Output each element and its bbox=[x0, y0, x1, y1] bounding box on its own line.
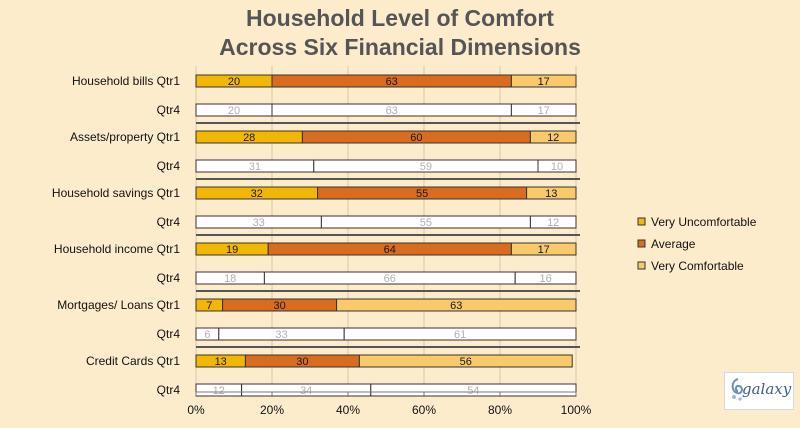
data-label: 34 bbox=[300, 385, 312, 397]
data-label: 17 bbox=[538, 76, 550, 88]
logo-swirl-icon bbox=[731, 378, 743, 401]
legend-swatch bbox=[637, 217, 646, 226]
chart-title-line-2: Across Six Financial Dimensions bbox=[219, 34, 581, 60]
row-label: Qtr4 bbox=[157, 383, 181, 397]
category-label: Household income Qtr1 bbox=[54, 242, 180, 256]
data-label: 55 bbox=[416, 188, 428, 200]
data-label: 13 bbox=[545, 188, 557, 200]
data-label: 30 bbox=[273, 300, 285, 312]
data-label: 12 bbox=[547, 217, 559, 229]
data-label: 10 bbox=[551, 161, 563, 173]
data-label: 60 bbox=[410, 132, 422, 144]
x-tick-label: 20% bbox=[260, 403, 284, 417]
data-label: 59 bbox=[420, 161, 432, 173]
bar-segment-qtr1 bbox=[510, 74, 577, 88]
category-label: Credit Cards Qtr1 bbox=[86, 354, 180, 368]
data-label: 13 bbox=[215, 356, 227, 368]
data-label: 16 bbox=[539, 273, 551, 285]
category-label: Assets/property Qtr1 bbox=[70, 130, 180, 144]
x-tick-label: 0% bbox=[187, 403, 205, 417]
x-tick-label: 60% bbox=[412, 403, 436, 417]
row-label: Qtr4 bbox=[157, 103, 181, 117]
bar-segment-qtr1 bbox=[526, 186, 577, 200]
data-label: 63 bbox=[386, 76, 398, 88]
data-label: 31 bbox=[249, 161, 261, 173]
legend-label: Average bbox=[651, 237, 696, 251]
logo-text: galaxy bbox=[742, 380, 792, 398]
data-label: 18 bbox=[224, 273, 236, 285]
data-label: 61 bbox=[454, 329, 466, 341]
data-label: 56 bbox=[460, 356, 472, 368]
legend-swatch bbox=[637, 239, 646, 248]
x-tick-label: 100% bbox=[561, 403, 592, 417]
bar-segment-qtr4 bbox=[537, 159, 577, 173]
data-label: 64 bbox=[384, 244, 396, 256]
bar-segment-qtr4 bbox=[370, 383, 577, 397]
category-label: Household bills Qtr1 bbox=[72, 74, 180, 88]
category-label: Household savings Qtr1 bbox=[52, 186, 180, 200]
data-label: 6 bbox=[204, 329, 210, 341]
bar-segment-qtr1 bbox=[529, 130, 577, 144]
data-label: 17 bbox=[538, 244, 550, 256]
chart-title: Household Level of Comfort Across Six Fi… bbox=[0, 4, 800, 62]
data-label: 30 bbox=[296, 356, 308, 368]
legend-swatch bbox=[637, 261, 646, 270]
data-label: 28 bbox=[243, 132, 255, 144]
bar-segment-qtr4 bbox=[510, 103, 577, 117]
galaxy-logo: galaxy bbox=[724, 372, 794, 410]
row-label: Qtr4 bbox=[157, 271, 181, 285]
bar-segment-qtr1 bbox=[510, 242, 577, 256]
row-label: Qtr4 bbox=[157, 215, 181, 229]
bar-segment-qtr4 bbox=[514, 271, 577, 285]
x-tick-label: 80% bbox=[488, 403, 512, 417]
data-label: 20 bbox=[228, 105, 240, 117]
row-label: Qtr4 bbox=[157, 327, 181, 341]
data-label: 12 bbox=[213, 385, 225, 397]
legend-label: Very Uncomfortable bbox=[651, 215, 757, 229]
data-label: 54 bbox=[467, 385, 479, 397]
legend-label: Very Comfortable bbox=[651, 259, 744, 273]
bar-segment-qtr4 bbox=[529, 215, 577, 229]
data-label: 63 bbox=[386, 105, 398, 117]
data-label: 17 bbox=[538, 105, 550, 117]
data-label: 32 bbox=[251, 188, 263, 200]
data-label: 33 bbox=[275, 329, 287, 341]
category-label: Mortgages/ Loans Qtr1 bbox=[57, 298, 180, 312]
bar-segment-qtr1 bbox=[336, 298, 577, 312]
row-label: Qtr4 bbox=[157, 159, 181, 173]
bar-segment-qtr1 bbox=[358, 354, 573, 368]
chart-title-line-1: Household Level of Comfort bbox=[246, 5, 554, 31]
data-label: 63 bbox=[450, 300, 462, 312]
data-label: 20 bbox=[228, 76, 240, 88]
bar-segment-qtr4 bbox=[343, 327, 577, 341]
data-label: 12 bbox=[547, 132, 559, 144]
data-label: 19 bbox=[226, 244, 238, 256]
data-label: 55 bbox=[420, 217, 432, 229]
x-tick-label: 40% bbox=[336, 403, 360, 417]
data-label: 7 bbox=[206, 300, 212, 312]
data-label: 66 bbox=[384, 273, 396, 285]
data-label: 33 bbox=[253, 217, 265, 229]
